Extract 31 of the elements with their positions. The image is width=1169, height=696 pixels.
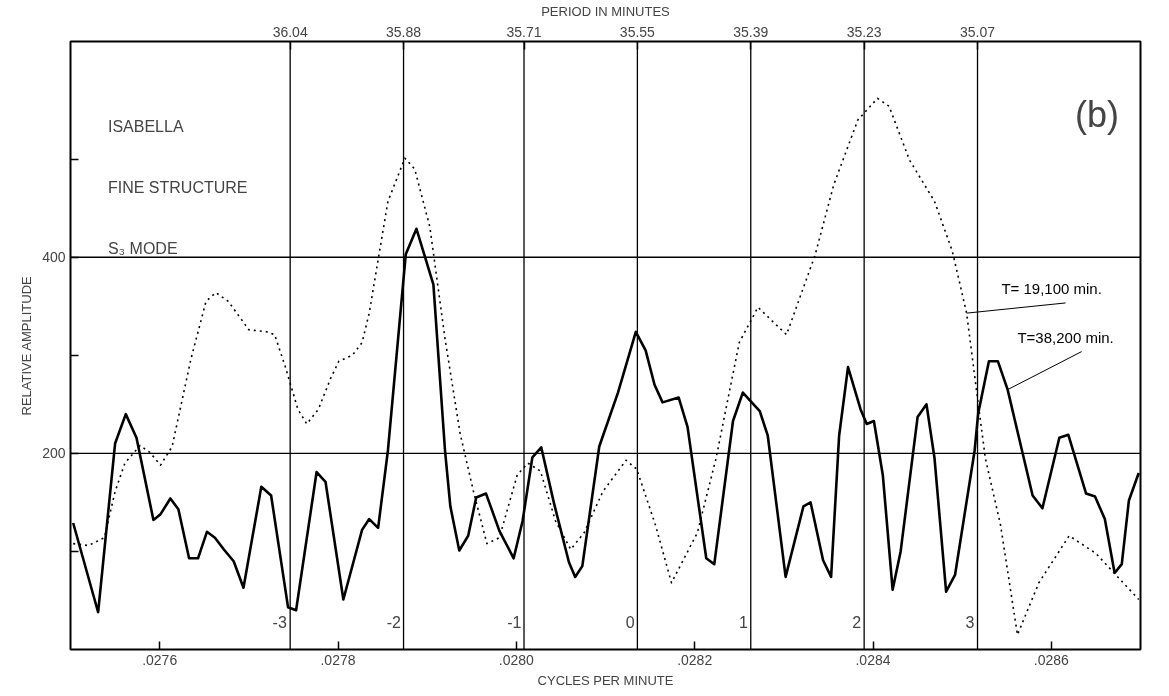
x-tick-label: .0276 bbox=[142, 651, 178, 668]
annotation: -2 bbox=[386, 614, 402, 632]
x-tick-label: .0286 bbox=[1033, 651, 1070, 668]
x-tick-label: .0280 bbox=[498, 651, 535, 668]
annotation: -3 bbox=[272, 614, 287, 632]
annotation: 1 bbox=[738, 614, 748, 632]
x-tick-label: .0278 bbox=[320, 651, 356, 668]
annotation: 3 bbox=[965, 614, 975, 632]
x2-axis-title: PERIOD IN MINUTES bbox=[541, 3, 671, 19]
annotation: -1 bbox=[507, 614, 522, 632]
y-tick-label: 200 bbox=[42, 445, 66, 462]
x-tick-label: .0282 bbox=[677, 651, 713, 668]
x2-tick-label: 35.23 bbox=[846, 23, 882, 40]
x-tick-label: .0284 bbox=[855, 651, 891, 668]
x2-tick-label: 35.71 bbox=[506, 23, 542, 40]
series-label: T=38,200 min. bbox=[1017, 328, 1114, 346]
y-tick-label: 400 bbox=[42, 249, 66, 266]
x2-tick-label: 35.07 bbox=[960, 23, 996, 40]
text: T= 19,100 min. bbox=[1001, 279, 1102, 297]
x2-tick-label: 35.88 bbox=[386, 23, 422, 40]
x2-tick-label: 35.55 bbox=[619, 23, 656, 40]
x-axis-title: CYCLES PER MINUTE bbox=[537, 672, 674, 688]
annotation: FINE STRUCTURE bbox=[107, 178, 248, 196]
x2-tick-label: 36.04 bbox=[272, 23, 308, 40]
annotation: (b) bbox=[1075, 93, 1120, 135]
x2-tick-label: 35.39 bbox=[733, 23, 769, 40]
annotation: 2 bbox=[852, 614, 862, 632]
annotation: S₃ MODE bbox=[107, 239, 178, 257]
y-axis-title: RELATIVE AMPLITUDE bbox=[19, 275, 35, 416]
annotation: 0 bbox=[625, 614, 635, 632]
annotation: ISABELLA bbox=[107, 118, 184, 136]
